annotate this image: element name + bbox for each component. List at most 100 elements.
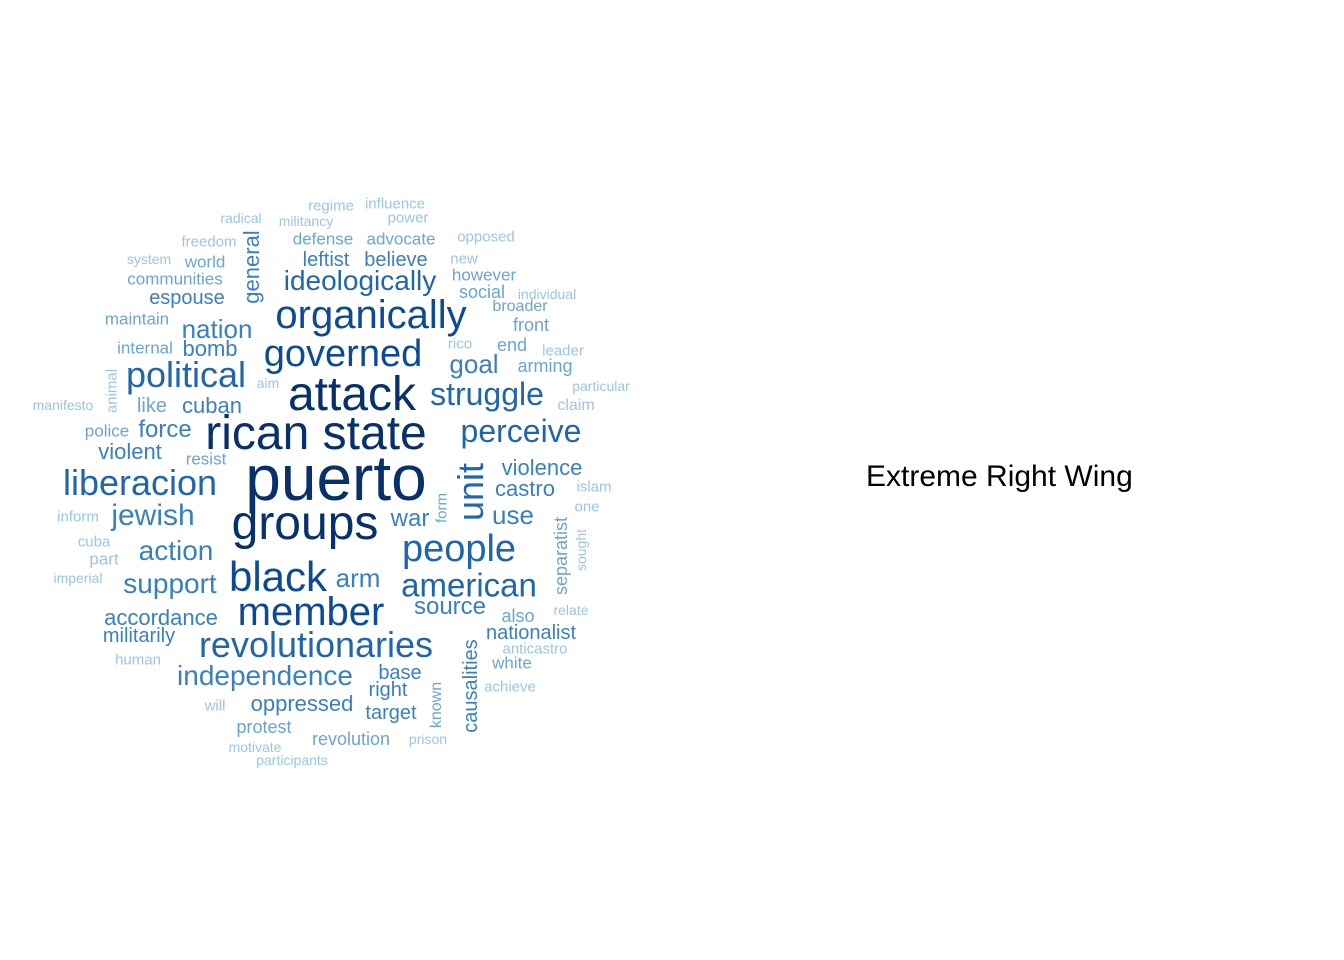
- cloud-word-arm: arm: [335, 563, 381, 593]
- cloud-word-claim: claim: [557, 397, 595, 414]
- cloud-word-source: source: [413, 593, 487, 620]
- cloud-word-people: people: [401, 528, 517, 570]
- cloud-word-castro: castro: [495, 476, 555, 501]
- cloud-word-political: political: [125, 354, 247, 395]
- cloud-word-accordance: accordance: [104, 605, 218, 630]
- cloud-word-motivate: motivate: [228, 739, 282, 755]
- cloud-word-nation: nation: [181, 314, 253, 344]
- cloud-word-ideologically: ideologically: [283, 265, 437, 296]
- cloud-word-form: form: [433, 493, 451, 523]
- cloud-word-groups: groups: [231, 497, 379, 550]
- cloud-word-end: end: [496, 335, 528, 355]
- cloud-word-espouse: espouse: [149, 287, 225, 309]
- cloud-word-unit: unit: [450, 462, 491, 522]
- cloud-word-puerto: puerto: [245, 442, 427, 514]
- cloud-word-anticastro: anticastro: [502, 640, 568, 658]
- cloud-word-militarily: militarily: [102, 625, 176, 647]
- cloud-word-human: human: [115, 651, 161, 669]
- cloud-word-animal: animal: [103, 368, 121, 414]
- cloud-word-rico: rico: [447, 335, 473, 353]
- cloud-word-bomb: bomb: [182, 336, 238, 361]
- cloud-word-relate: relate: [553, 602, 589, 618]
- cloud-word-goal: goal: [449, 349, 499, 379]
- cloud-word-target: target: [365, 702, 417, 724]
- cloud-word-cuba: cuba: [77, 533, 111, 551]
- cloud-word-particular: particular: [572, 378, 630, 394]
- cloud-word-causalities: causalities: [460, 639, 482, 733]
- cloud-word-governed: governed: [263, 333, 423, 375]
- cloud-word-part: part: [89, 549, 119, 569]
- cloud-word-believe: believe: [364, 249, 428, 271]
- cloud-word-advocate: advocate: [366, 229, 436, 249]
- cloud-word-sought: sought: [573, 528, 589, 572]
- cloud-label: Extreme Right Wing: [866, 460, 1133, 493]
- cloud-word-achieve: achieve: [484, 678, 536, 696]
- cloud-word-white: white: [492, 653, 532, 673]
- cloud-word-communities: communities: [127, 269, 223, 289]
- cloud-word-protest: protest: [236, 717, 292, 737]
- cloud-word-police: police: [84, 421, 130, 441]
- cloud-word-general: general: [239, 230, 264, 304]
- cloud-word-struggle: struggle: [430, 376, 544, 412]
- cloud-word-violence: violence: [501, 455, 583, 480]
- cloud-word-like: like: [136, 395, 168, 417]
- cloud-word-member: member: [237, 590, 385, 634]
- cloud-word-rican-state: rican state: [205, 407, 427, 460]
- cloud-word-regime: regime: [308, 197, 354, 215]
- cloud-word-nationalist: nationalist: [485, 622, 577, 644]
- cloud-word-aim: aim: [256, 375, 280, 391]
- cloud-word-leader: leader: [542, 342, 584, 360]
- cloud-word-one: one: [574, 498, 600, 516]
- cloud-word-revolutionaries: revolutionaries: [198, 624, 434, 665]
- cloud-word-force: force: [138, 416, 192, 443]
- cloud-word-prison: prison: [408, 731, 448, 747]
- cloud-word-front: front: [512, 315, 550, 335]
- cloud-word-known: known: [428, 681, 445, 729]
- cloud-word-separatist: separatist: [551, 516, 571, 596]
- cloud-word-arming: arming: [517, 356, 573, 376]
- cloud-word-black: black: [228, 553, 328, 600]
- cloud-word-action: action: [138, 535, 214, 566]
- cloud-word-leftist: leftist: [302, 249, 350, 271]
- cloud-word-broader: broader: [492, 298, 548, 315]
- cloud-word-opposed: opposed: [457, 228, 515, 246]
- cloud-word-system: system: [126, 251, 172, 267]
- cloud-word-oppressed: oppressed: [250, 691, 354, 716]
- cloud-word-islam: islam: [576, 478, 612, 496]
- cloud-word-jewish: jewish: [111, 499, 195, 532]
- cloud-word-imperial: imperial: [53, 570, 103, 586]
- cloud-word-liberacion: liberacion: [62, 462, 218, 503]
- cloud-word-cuban: cuban: [182, 393, 242, 418]
- cloud-word-use: use: [492, 500, 534, 530]
- cloud-word-organically: organically: [275, 293, 467, 337]
- cloud-word-american: american: [401, 566, 537, 604]
- cloud-word-social: social: [458, 282, 506, 302]
- cloud-word-support: support: [123, 568, 217, 599]
- cloud-word-right: right: [368, 679, 408, 701]
- cloud-word-will: will: [204, 697, 226, 715]
- cloud-word-war: war: [390, 505, 430, 532]
- cloud-word-revolution: revolution: [311, 729, 391, 749]
- cloud-word-participants: participants: [256, 752, 328, 768]
- cloud-word-attack: attack: [287, 368, 417, 421]
- cloud-word-perceive: perceive: [460, 413, 582, 449]
- cloud-word-freedom: freedom: [181, 233, 237, 251]
- cloud-word-individual: individual: [517, 286, 577, 302]
- cloud-word-manifesto: manifesto: [32, 397, 94, 413]
- cloud-word-new: new: [450, 250, 478, 268]
- cloud-word-inform: inform: [57, 508, 99, 526]
- cloud-word-radical: radical: [220, 210, 262, 226]
- cloud-word-also: also: [501, 606, 535, 626]
- cloud-word-militancy: militancy: [278, 213, 334, 229]
- cloud-word-internal: internal: [117, 338, 173, 358]
- cloud-word-influence: influence: [364, 195, 426, 213]
- cloud-word-resist: resist: [185, 449, 227, 469]
- cloud-word-maintain: maintain: [104, 309, 170, 329]
- cloud-word-world: world: [184, 252, 226, 272]
- cloud-word-defense: defense: [292, 229, 354, 249]
- cloud-word-violent: violent: [98, 439, 162, 464]
- cloud-word-base: base: [378, 662, 422, 684]
- cloud-word-independence: independence: [177, 660, 353, 691]
